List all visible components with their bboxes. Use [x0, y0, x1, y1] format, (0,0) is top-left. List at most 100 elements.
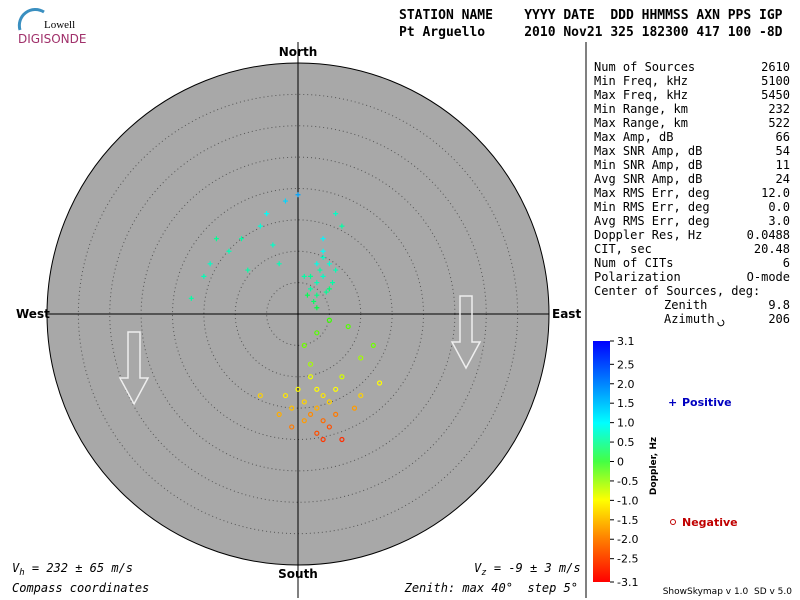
legend-label: Negative — [682, 516, 738, 529]
source-positive — [320, 248, 326, 254]
source-positive — [323, 289, 329, 295]
stat-value: 5450 — [761, 88, 790, 102]
stat-value: 522 — [768, 116, 790, 130]
colorbar-tick-label: -2.5 — [617, 553, 638, 566]
stat-value: 5100 — [761, 74, 790, 88]
velocity: Vh = 232 ± 65 m/s — [12, 561, 133, 578]
source-positive — [333, 211, 339, 217]
stat-label: CIT, sec — [594, 242, 652, 256]
source-negative — [314, 330, 320, 336]
source-positive — [188, 295, 194, 301]
stat-label: Min Freq, kHz — [594, 74, 688, 88]
source-positive — [314, 305, 320, 311]
stat-label: Avg SNR Amp, dB — [594, 172, 702, 186]
stat-value: 206 — [768, 312, 790, 326]
legend-marker — [670, 519, 676, 525]
source-negative — [314, 430, 320, 436]
stat-label: Center of Sources, deg: — [594, 284, 760, 298]
colorbar-tick-label: -0.5 — [617, 475, 638, 488]
source-positive — [301, 273, 307, 279]
source-negative — [314, 405, 320, 411]
colorbar-tick-label: -1.5 — [617, 514, 638, 527]
source-positive — [270, 242, 276, 248]
source-negative — [370, 342, 376, 348]
stat-label: Max Amp, dB — [594, 130, 673, 144]
stat-label: Min Range, km — [594, 102, 688, 116]
stat-label: Max SNR Amp, dB — [594, 144, 702, 158]
source-negative — [307, 411, 314, 417]
source-positive — [326, 261, 332, 267]
logo-swoosh — [17, 7, 45, 31]
stat-value: 0.0488 — [747, 228, 790, 242]
version: ShowSkymap v 1.0 SD v 5.0 — [663, 587, 793, 597]
velocity-text: = -9 ± 3 m/s — [487, 561, 581, 575]
source-positive — [314, 280, 320, 286]
stat-label: Num of CITs — [594, 256, 673, 270]
velocity-text: = 232 ± 65 m/s — [25, 561, 133, 575]
source-positive — [330, 280, 336, 286]
drift-arrow — [118, 331, 150, 406]
colorbar-tick-label: -1.0 — [617, 494, 638, 507]
source-negative — [326, 399, 332, 405]
direction-label: South — [278, 567, 318, 581]
source-negative — [333, 411, 339, 417]
stat-value: 0.0 — [768, 200, 790, 214]
source-negative — [358, 392, 364, 399]
direction-label: East — [552, 307, 581, 321]
source-negative — [339, 436, 345, 443]
stat-label: Max Freq, kHz — [594, 88, 688, 102]
velocity-symbol: V — [12, 561, 20, 575]
stat-value: 20.48 — [754, 242, 790, 256]
source-positive — [226, 248, 232, 254]
stat-label: Max RMS Err, deg — [594, 186, 710, 200]
source-negative — [351, 405, 358, 411]
source-positive — [317, 267, 323, 273]
drift-arrow — [450, 295, 482, 370]
source-negative — [295, 386, 301, 392]
source-positive — [308, 273, 314, 279]
source-negative — [314, 386, 320, 392]
stat-value: 3.0 — [768, 214, 790, 228]
source-positive — [339, 223, 345, 229]
source-negative — [289, 424, 295, 430]
colorbar-tick-label: 2.0 — [617, 378, 635, 391]
source-positive — [282, 198, 288, 204]
source-negative — [358, 355, 364, 361]
stat-value: 9.8 — [768, 298, 790, 312]
colorbar-tick-label: 1.5 — [617, 397, 635, 410]
source-positive — [264, 211, 270, 217]
source-negative — [289, 405, 295, 411]
source-negative — [320, 436, 326, 443]
source-negative — [301, 399, 307, 405]
stat-label: Min SNR Amp, dB — [594, 158, 702, 172]
stat-value: 11 — [776, 158, 790, 172]
source-negative — [307, 374, 314, 380]
source-negative — [276, 411, 282, 417]
colorbar-tick-label: 1.0 — [617, 417, 635, 430]
source-negative — [333, 386, 339, 392]
source-negative — [257, 392, 263, 399]
stat-value: 12.0 — [761, 186, 790, 200]
stat-label: Min RMS Err, deg — [594, 200, 710, 214]
velocity: Vz = -9 ± 3 m/s — [474, 561, 581, 578]
source-negative — [376, 380, 383, 386]
coords-note: Compass coordinates — [12, 581, 149, 595]
colorbar-tick-label: 3.1 — [617, 335, 635, 348]
colorbar-tick-label: -2.0 — [617, 533, 638, 546]
source-positive — [320, 236, 326, 242]
header-line: STATION NAME YYYY DATE DDD HHMMSS AXN PP… — [399, 8, 783, 23]
stat-label: Num of Sources — [594, 60, 695, 74]
source-negative — [320, 418, 326, 424]
source-positive — [239, 236, 245, 242]
source-negative — [320, 392, 326, 399]
source-positive — [257, 223, 263, 229]
source-positive — [320, 273, 326, 279]
source-positive — [333, 267, 339, 273]
logo-top: Lowell — [44, 19, 75, 31]
stat-value: 66 — [776, 130, 790, 144]
source-negative — [326, 317, 332, 323]
source-positive — [314, 261, 320, 267]
source-positive — [207, 261, 213, 267]
source-positive — [314, 292, 320, 298]
